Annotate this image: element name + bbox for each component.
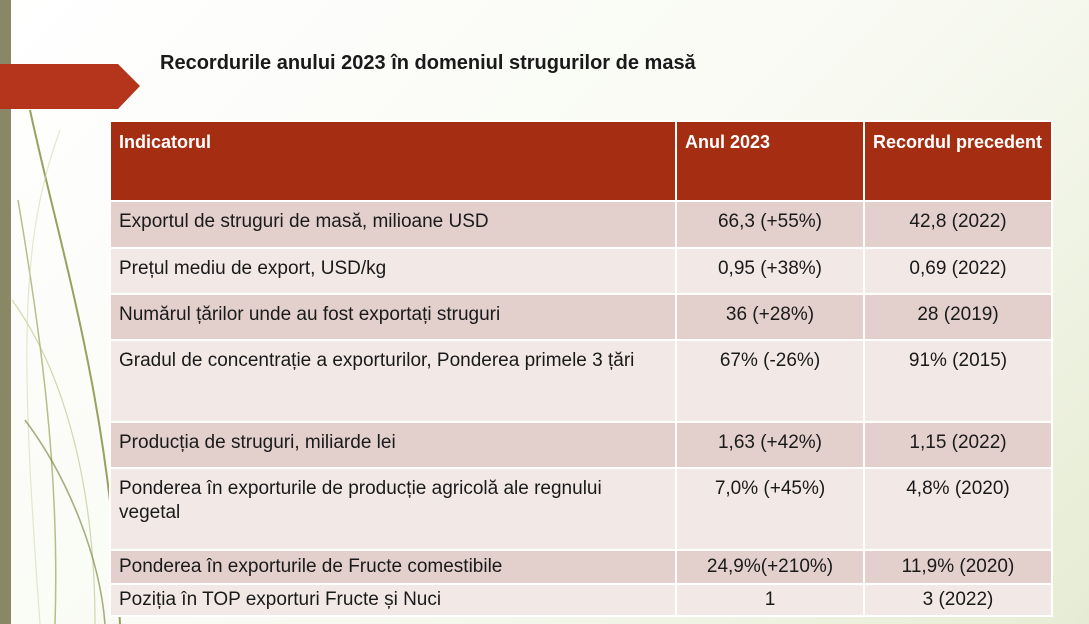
cell-year-2023: 66,3 (+55%): [675, 200, 865, 249]
cell-year-2023: 1,63 (+42%): [675, 421, 865, 469]
cell-previous: 0,69 (2022): [863, 247, 1053, 295]
cell-year-2023: 1: [675, 583, 865, 617]
cell-year-2023: 67% (-26%): [675, 339, 865, 423]
cell-indicator: Ponderea în exporturile de Fructe comest…: [109, 549, 677, 585]
cell-previous: 11,9% (2020): [863, 549, 1053, 585]
table-row: Gradul de concentrație a exporturilor, P…: [109, 339, 1053, 423]
table-row: Exportul de struguri de masă, milioane U…: [109, 200, 1053, 249]
cell-indicator: Poziția în TOP exporturi Fructe și Nuci: [109, 583, 677, 617]
cell-indicator: Exportul de struguri de masă, milioane U…: [109, 200, 677, 249]
table-row: Ponderea în exporturile de Fructe comest…: [109, 549, 1053, 585]
header-previous-record: Recordul precedent: [863, 120, 1053, 202]
cell-indicator: Numărul țărilor unde au fost exportați s…: [109, 293, 677, 341]
table-header-row: Indicatorul Anul 2023 Recordul precedent: [109, 120, 1053, 202]
cell-indicator: Ponderea în exporturile de producție agr…: [109, 467, 677, 551]
cell-previous: 91% (2015): [863, 339, 1053, 423]
cell-year-2023: 0,95 (+38%): [675, 247, 865, 295]
table-row: Producția de struguri, miliarde lei 1,63…: [109, 421, 1053, 469]
title-accent-arrow: [0, 64, 140, 109]
records-table: Indicatorul Anul 2023 Recordul precedent…: [109, 120, 1053, 617]
left-decorative-bar: [0, 0, 11, 624]
cell-indicator: Gradul de concentrație a exporturilor, P…: [109, 339, 677, 423]
cell-previous: 4,8% (2020): [863, 467, 1053, 551]
cell-previous: 3 (2022): [863, 583, 1053, 617]
table-row: Numărul țărilor unde au fost exportați s…: [109, 293, 1053, 341]
cell-year-2023: 7,0% (+45%): [675, 467, 865, 551]
table-row: Prețul mediu de export, USD/kg 0,95 (+38…: [109, 247, 1053, 295]
cell-indicator: Prețul mediu de export, USD/kg: [109, 247, 677, 295]
cell-previous: 42,8 (2022): [863, 200, 1053, 249]
header-indicator: Indicatorul: [109, 120, 677, 202]
cell-indicator: Producția de struguri, miliarde lei: [109, 421, 677, 469]
header-year-2023: Anul 2023: [675, 120, 865, 202]
cell-year-2023: 24,9%(+210%): [675, 549, 865, 585]
cell-year-2023: 36 (+28%): [675, 293, 865, 341]
cell-previous: 1,15 (2022): [863, 421, 1053, 469]
slide-title: Recordurile anului 2023 în domeniul stru…: [160, 52, 696, 74]
table-row: Ponderea în exporturile de producție agr…: [109, 467, 1053, 551]
cell-previous: 28 (2019): [863, 293, 1053, 341]
table-row: Poziția în TOP exporturi Fructe și Nuci …: [109, 583, 1053, 617]
